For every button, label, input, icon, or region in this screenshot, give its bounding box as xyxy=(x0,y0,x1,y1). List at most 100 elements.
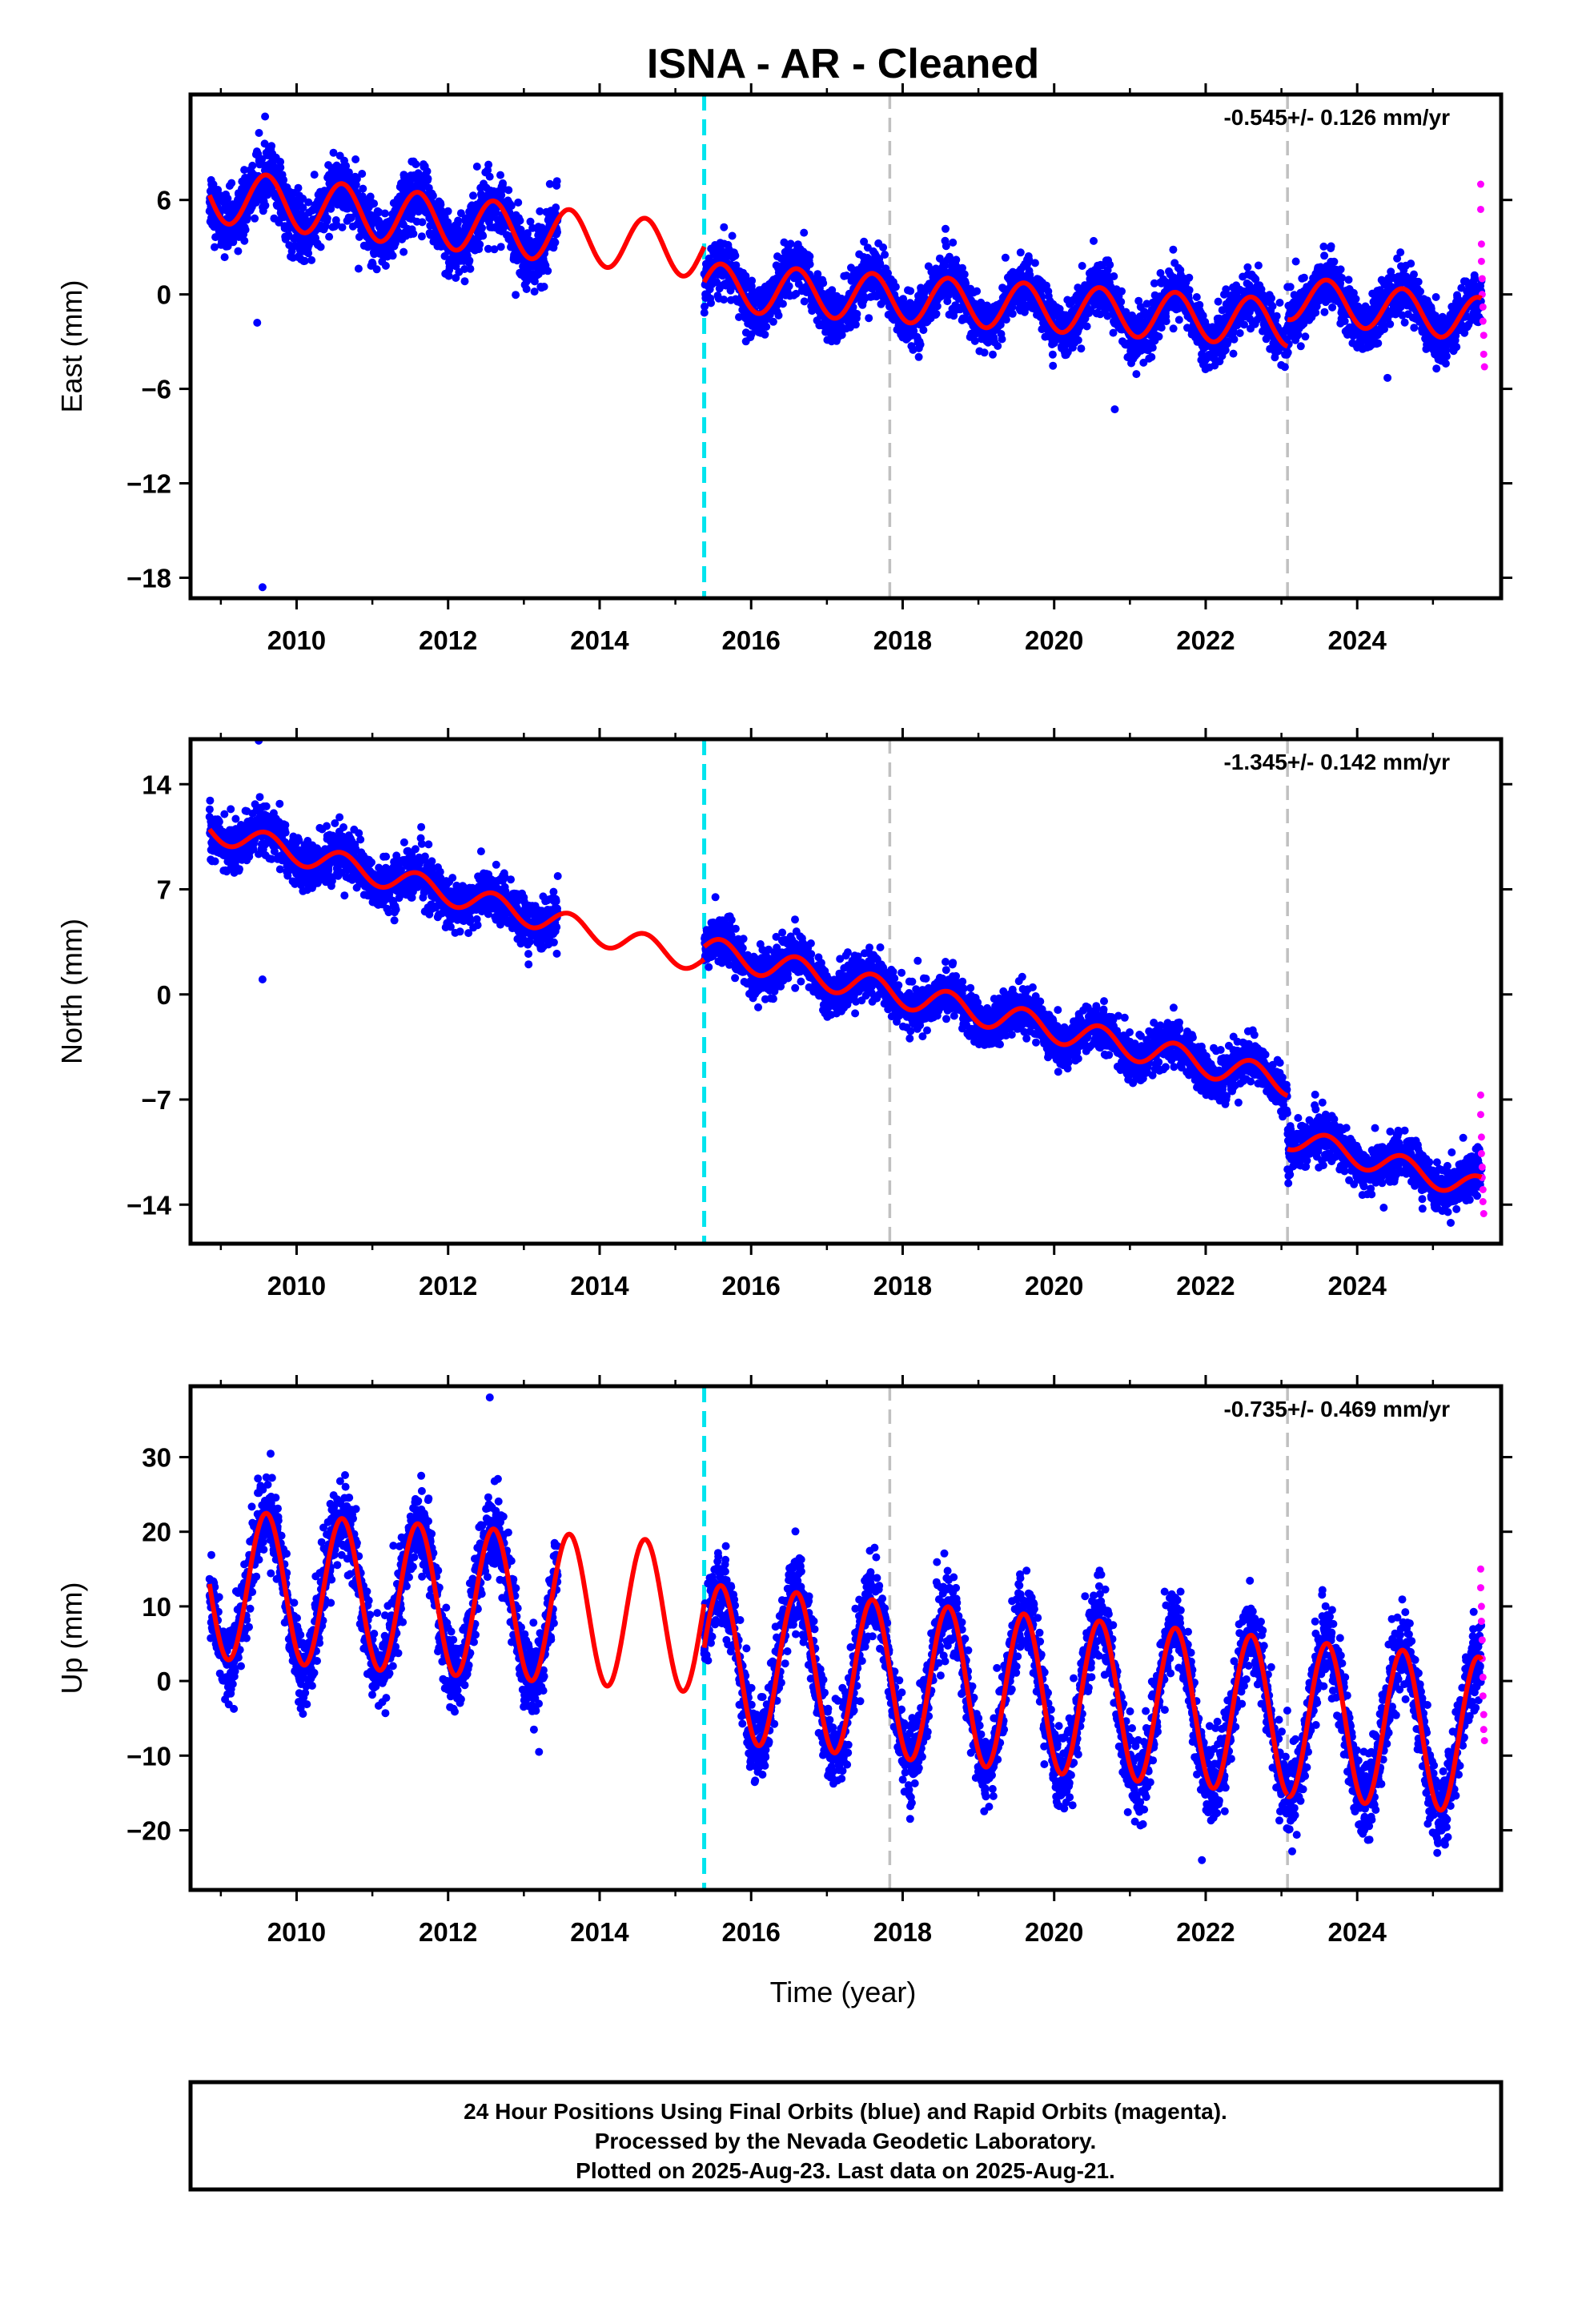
data-point xyxy=(701,302,709,311)
data-point xyxy=(1008,309,1017,318)
data-point xyxy=(261,201,270,210)
data-point xyxy=(876,259,885,268)
data-point xyxy=(1002,316,1010,324)
data-point xyxy=(1148,344,1157,352)
data-point xyxy=(484,244,492,253)
data-point xyxy=(980,348,989,357)
data-point xyxy=(970,336,979,345)
data-point xyxy=(323,214,331,223)
data-point xyxy=(837,331,846,340)
data-point xyxy=(1400,318,1409,327)
data-point xyxy=(1414,277,1423,286)
data-point xyxy=(994,342,1002,350)
data-point xyxy=(354,264,363,273)
data-point xyxy=(762,323,771,331)
data-point xyxy=(307,255,316,264)
data-point xyxy=(444,207,452,215)
data-point xyxy=(552,177,561,186)
data-point xyxy=(962,279,970,287)
data-point xyxy=(1257,285,1266,294)
data-point xyxy=(942,224,950,233)
data-point xyxy=(1008,303,1017,312)
data-point xyxy=(1283,348,1292,357)
data-point xyxy=(1327,242,1335,251)
data-point xyxy=(884,269,892,278)
data-point xyxy=(1110,272,1118,280)
data-point xyxy=(819,279,828,287)
data-point xyxy=(1311,308,1320,317)
data-point xyxy=(304,198,313,207)
data-point xyxy=(276,163,285,172)
data-point xyxy=(1030,259,1039,267)
data-point xyxy=(1001,253,1010,262)
data-point xyxy=(1393,254,1402,263)
data-point xyxy=(860,237,869,246)
data-point xyxy=(731,251,740,260)
data-point xyxy=(1221,346,1230,355)
data-point xyxy=(241,225,250,234)
data-point xyxy=(344,168,353,177)
data-point xyxy=(479,231,488,240)
data-point xyxy=(1082,322,1091,331)
data-point xyxy=(1299,273,1308,282)
data-point xyxy=(865,314,873,323)
data-point xyxy=(545,179,554,188)
data-point xyxy=(400,247,408,256)
data-point xyxy=(424,175,432,183)
data-point xyxy=(1117,297,1126,306)
data-point xyxy=(1338,274,1347,282)
data-point xyxy=(1157,324,1166,332)
data-point xyxy=(299,203,307,212)
data-point xyxy=(1150,279,1158,287)
data-point xyxy=(1254,261,1263,270)
data-point xyxy=(720,296,729,304)
data-point xyxy=(240,236,249,245)
data-point xyxy=(211,243,219,251)
data-point xyxy=(1090,236,1098,245)
data-point xyxy=(1049,361,1058,370)
data-point xyxy=(1441,360,1450,368)
data-point xyxy=(1396,248,1405,257)
data-point xyxy=(949,238,958,247)
data-point xyxy=(1223,337,1232,346)
data-point xyxy=(1169,245,1178,254)
data-point xyxy=(375,208,383,217)
data-point xyxy=(1103,312,1112,320)
data-point xyxy=(368,259,377,268)
data-point xyxy=(1162,317,1170,326)
data-point xyxy=(813,270,822,279)
data-point xyxy=(544,267,552,275)
data-point xyxy=(761,330,769,339)
data-point xyxy=(255,129,263,137)
data-point xyxy=(388,251,397,260)
data-point xyxy=(229,238,238,247)
data-point xyxy=(1272,312,1281,320)
data-point xyxy=(1319,242,1328,251)
data-point xyxy=(1416,287,1424,296)
data-point xyxy=(417,232,426,241)
data-point xyxy=(805,252,814,261)
data-point xyxy=(454,216,463,225)
data-point xyxy=(942,242,950,251)
data-point xyxy=(1286,283,1295,292)
data-point xyxy=(1235,329,1244,337)
data-point xyxy=(391,239,400,247)
data-point xyxy=(325,232,334,241)
data-point xyxy=(1169,324,1178,333)
data-point xyxy=(952,255,961,264)
data-point xyxy=(769,317,777,326)
data-point xyxy=(1410,324,1419,332)
data-point xyxy=(998,335,1006,344)
data-point xyxy=(504,186,513,195)
data-point xyxy=(484,160,493,169)
data-point xyxy=(1296,342,1305,351)
data-point xyxy=(412,160,420,169)
data-point xyxy=(1025,255,1034,264)
data-point xyxy=(853,310,861,318)
data-point xyxy=(338,223,347,231)
data-point xyxy=(1199,312,1207,320)
data-point xyxy=(496,243,505,251)
data-point xyxy=(932,309,941,318)
data-point xyxy=(409,229,418,238)
data-point xyxy=(1251,275,1260,283)
